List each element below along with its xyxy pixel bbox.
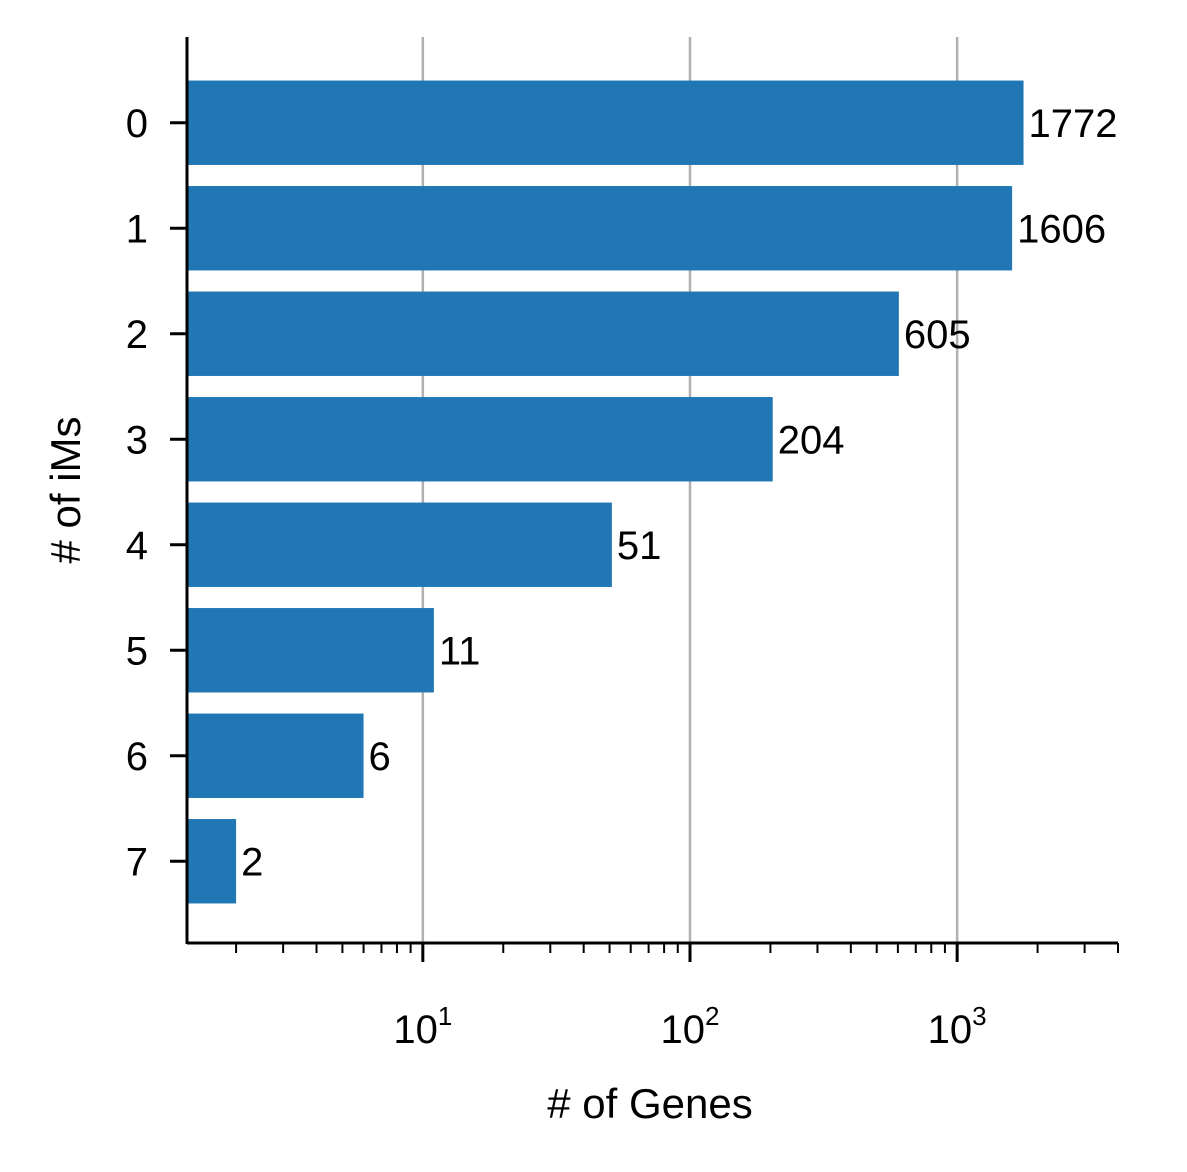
axes <box>185 37 1118 945</box>
bar <box>187 502 612 587</box>
x-tick-label: 101 <box>393 1001 452 1052</box>
data-label: 605 <box>904 313 971 357</box>
data-label: 51 <box>617 524 662 568</box>
y-tick-label: 5 <box>126 629 148 673</box>
data-label: 204 <box>778 418 845 462</box>
bar <box>187 186 1013 271</box>
data-label: 1606 <box>1017 207 1106 251</box>
bar <box>187 397 773 482</box>
bar <box>187 713 364 798</box>
x-tick-label: 102 <box>661 1001 720 1052</box>
bar <box>187 819 237 904</box>
y-tick-label: 0 <box>126 102 148 146</box>
data-label: 2 <box>241 840 263 884</box>
bar <box>187 608 434 693</box>
x-tick-label: 103 <box>928 1001 987 1052</box>
grid-lines <box>421 37 959 943</box>
y-tick-label: 6 <box>126 735 148 779</box>
data-label: 11 <box>439 629 481 673</box>
bar <box>187 80 1024 165</box>
labels: 0 1772 1 1606 2 605 3 204 4 51 5 11 6 6 7 2 101 102 103 <box>126 102 1118 1052</box>
bars <box>187 80 1024 904</box>
y-tick-label: 3 <box>126 418 148 462</box>
y-tick-label: 4 <box>126 524 148 568</box>
x-axis-label: # of Genes <box>547 1080 752 1127</box>
data-label: 1772 <box>1029 102 1118 146</box>
y-axis-label: # of iMs <box>42 416 89 563</box>
y-tick-label: 7 <box>126 840 148 884</box>
data-label: 6 <box>369 735 391 779</box>
ticks <box>170 121 1119 962</box>
bar <box>187 291 899 376</box>
y-tick-label: 2 <box>126 313 148 357</box>
y-tick-label: 1 <box>126 207 148 251</box>
